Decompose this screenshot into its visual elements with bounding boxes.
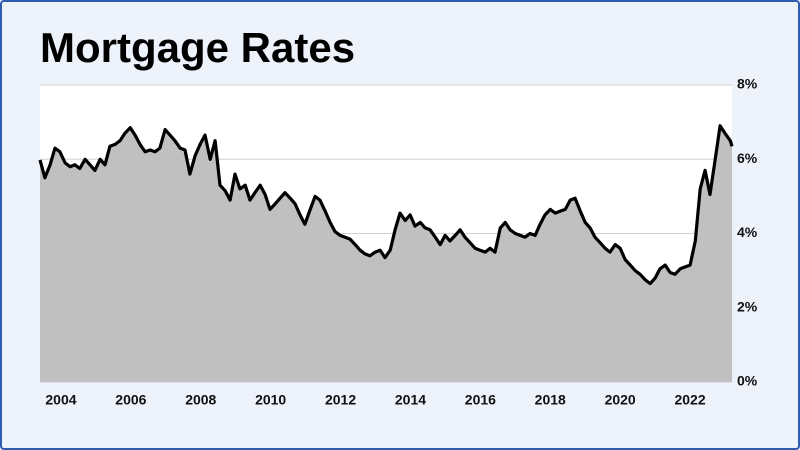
x-tick-label: 2006: [115, 392, 146, 408]
y-tick-label: 0%: [737, 373, 758, 389]
y-tick-label: 2%: [737, 298, 758, 314]
x-tick-label: 2016: [465, 392, 496, 408]
y-tick-label: 4%: [737, 224, 758, 240]
area-fill: [40, 125, 732, 383]
x-tick-label: 2004: [45, 392, 76, 408]
x-tick-label: 2022: [674, 392, 705, 408]
chart-title: Mortgage Rates: [40, 24, 355, 71]
y-tick-label: 6%: [737, 150, 758, 166]
x-tick-label: 2018: [535, 392, 566, 408]
rate-line: [38, 124, 734, 286]
y-tick-label: 8%: [737, 76, 758, 92]
x-tick-label: 2020: [605, 392, 636, 408]
x-tick-label: 2014: [395, 392, 426, 408]
x-tick-label: 2008: [185, 392, 216, 408]
x-tick-label: 2012: [325, 392, 356, 408]
x-tick-label: 2010: [255, 392, 286, 408]
